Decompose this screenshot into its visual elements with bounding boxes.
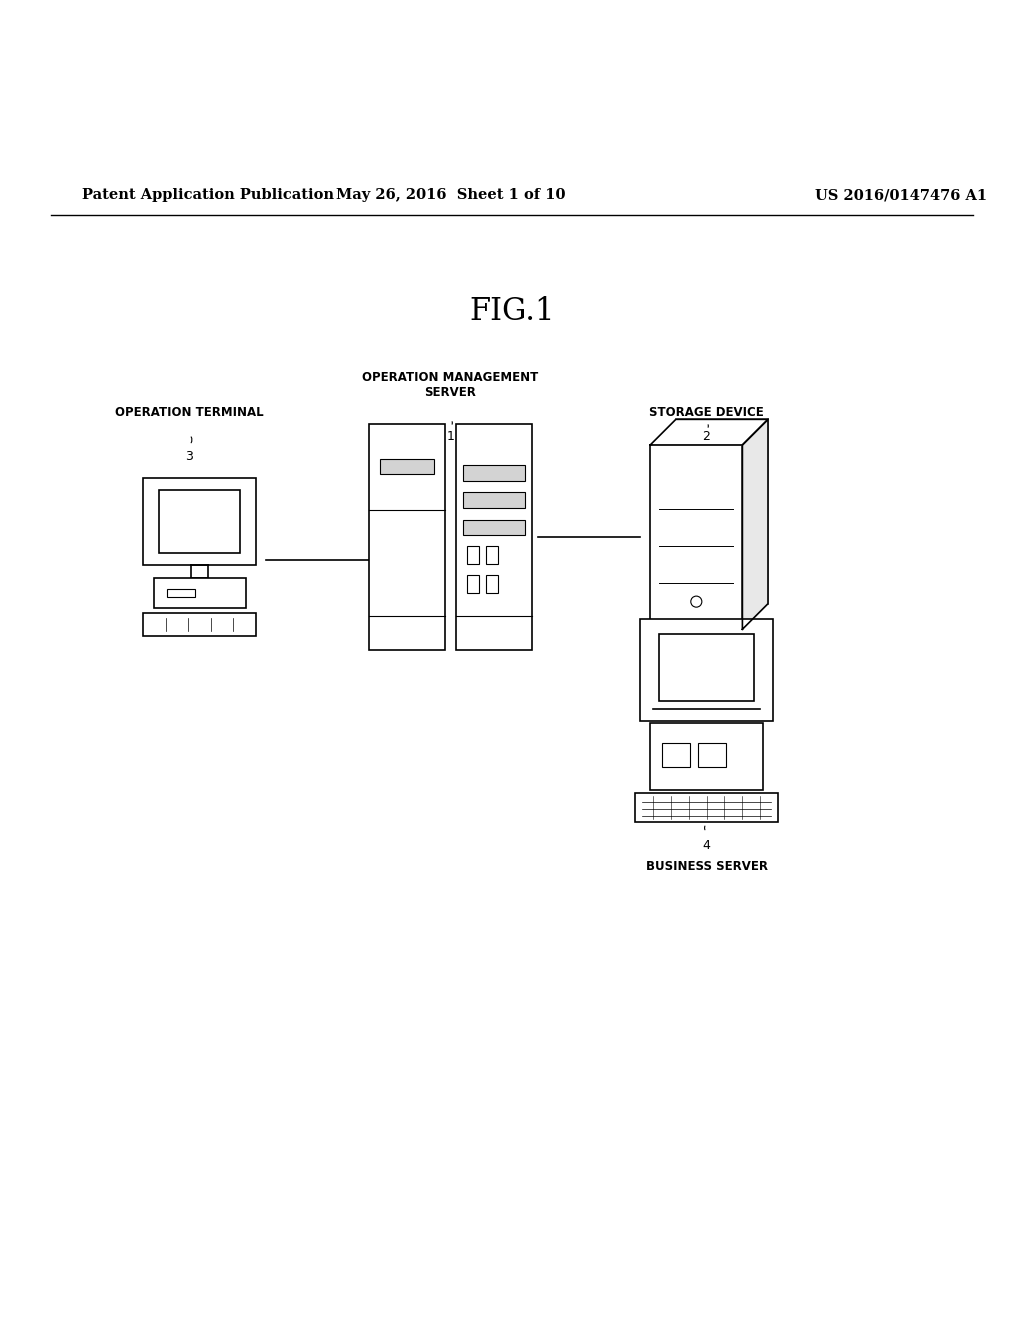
Bar xyxy=(168,589,196,597)
Bar xyxy=(380,458,434,474)
Text: Patent Application Publication: Patent Application Publication xyxy=(82,189,334,202)
Bar xyxy=(463,520,524,535)
Bar xyxy=(143,614,256,636)
Bar xyxy=(697,743,726,767)
Polygon shape xyxy=(742,420,768,630)
Bar xyxy=(154,578,246,609)
Text: US 2016/0147476 A1: US 2016/0147476 A1 xyxy=(815,189,987,202)
Bar xyxy=(143,478,256,565)
Text: 1: 1 xyxy=(446,429,455,442)
Bar xyxy=(467,546,478,564)
Text: 3: 3 xyxy=(185,450,194,463)
Text: FIG.1: FIG.1 xyxy=(469,297,555,327)
Bar xyxy=(658,635,755,701)
Text: STORAGE DEVICE: STORAGE DEVICE xyxy=(649,407,764,420)
Text: 2: 2 xyxy=(702,429,711,442)
Bar xyxy=(640,619,773,722)
Bar xyxy=(369,425,445,649)
Bar xyxy=(467,576,478,594)
Bar xyxy=(463,492,524,508)
Bar xyxy=(463,466,524,480)
Text: May 26, 2016  Sheet 1 of 10: May 26, 2016 Sheet 1 of 10 xyxy=(336,189,565,202)
Bar xyxy=(662,743,690,767)
Bar xyxy=(159,491,241,553)
Bar xyxy=(650,445,742,630)
Bar xyxy=(635,793,778,822)
Bar xyxy=(676,420,768,603)
Text: BUSINESS SERVER: BUSINESS SERVER xyxy=(645,859,768,873)
Text: OPERATION MANAGEMENT
SERVER: OPERATION MANAGEMENT SERVER xyxy=(362,371,539,399)
Bar xyxy=(650,723,763,791)
Polygon shape xyxy=(650,420,768,445)
Text: 4: 4 xyxy=(702,840,711,853)
Bar xyxy=(486,546,498,564)
Bar xyxy=(456,425,532,649)
Text: OPERATION TERMINAL: OPERATION TERMINAL xyxy=(115,407,264,420)
Bar xyxy=(486,576,498,594)
